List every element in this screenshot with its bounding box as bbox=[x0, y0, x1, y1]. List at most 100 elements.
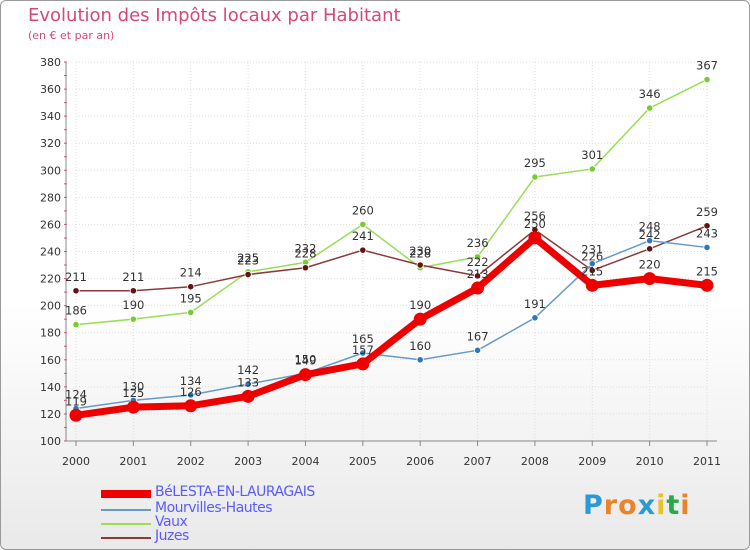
data-label: 230 bbox=[409, 244, 431, 258]
data-label: 126 bbox=[180, 385, 202, 399]
data-label: 211 bbox=[122, 270, 144, 284]
data-label: 191 bbox=[524, 297, 546, 311]
data-point bbox=[588, 260, 596, 268]
data-label: 220 bbox=[639, 258, 661, 272]
y-tick-label: 100 bbox=[40, 435, 61, 448]
y-tick-label: 220 bbox=[40, 273, 61, 286]
data-point bbox=[72, 287, 80, 295]
data-label: 190 bbox=[409, 298, 431, 312]
data-label: 232 bbox=[294, 241, 316, 255]
y-tick-label: 260 bbox=[40, 218, 61, 231]
data-point bbox=[69, 408, 83, 422]
data-label: 167 bbox=[467, 329, 489, 343]
logo-letter: i bbox=[680, 490, 691, 521]
data-point bbox=[703, 222, 711, 230]
data-label: 215 bbox=[696, 264, 718, 278]
data-point bbox=[528, 231, 542, 245]
x-tick-label: 2000 bbox=[62, 455, 90, 468]
data-point bbox=[356, 357, 370, 371]
data-label: 236 bbox=[467, 236, 489, 250]
legend-swatch bbox=[101, 490, 151, 498]
data-label: 133 bbox=[237, 375, 259, 389]
data-label: 243 bbox=[696, 226, 718, 240]
data-point bbox=[359, 349, 367, 357]
data-label: 346 bbox=[639, 87, 661, 101]
y-tick-label: 120 bbox=[40, 408, 61, 421]
data-label: 142 bbox=[237, 363, 259, 377]
data-point bbox=[301, 264, 310, 272]
data-point bbox=[244, 270, 252, 279]
data-point bbox=[473, 346, 482, 354]
y-tick-label: 200 bbox=[40, 300, 61, 313]
data-label: 195 bbox=[180, 291, 202, 305]
data-label: 124 bbox=[65, 388, 87, 402]
data-point bbox=[359, 220, 367, 229]
data-label: 231 bbox=[581, 243, 603, 257]
data-label: 119 bbox=[65, 394, 87, 408]
x-tick-label: 2007 bbox=[464, 455, 492, 468]
data-label: 241 bbox=[352, 229, 374, 243]
data-point bbox=[187, 391, 195, 399]
proxiti-logo: Proxiti bbox=[583, 490, 691, 521]
x-tick-label: 2003 bbox=[234, 455, 262, 468]
data-point bbox=[416, 261, 424, 269]
y-tick-label: 380 bbox=[40, 56, 61, 69]
data-label: 223 bbox=[237, 254, 259, 268]
data-label: 222 bbox=[467, 255, 489, 269]
legend-label: Mourvilles-Hautes bbox=[155, 500, 273, 516]
y-tick-label: 340 bbox=[40, 110, 61, 123]
data-point bbox=[703, 243, 711, 252]
data-label: 130 bbox=[122, 379, 144, 393]
data-point bbox=[473, 253, 482, 261]
data-label: 157 bbox=[352, 343, 374, 357]
data-point bbox=[646, 245, 654, 253]
data-point bbox=[298, 368, 312, 382]
x-tick-label: 2009 bbox=[578, 455, 606, 468]
data-point bbox=[643, 272, 657, 286]
data-label: 242 bbox=[639, 228, 661, 242]
data-point bbox=[703, 75, 711, 84]
data-point bbox=[241, 389, 255, 403]
data-point bbox=[126, 400, 140, 414]
data-label: 225 bbox=[237, 251, 259, 265]
logo-letter: r bbox=[603, 490, 619, 521]
data-label: 215 bbox=[581, 264, 603, 278]
x-tick-label: 2008 bbox=[521, 455, 549, 468]
y-tick-label: 300 bbox=[40, 164, 61, 177]
data-point bbox=[413, 312, 427, 326]
y-tick-label: 160 bbox=[40, 354, 61, 367]
data-point bbox=[187, 308, 195, 317]
data-point bbox=[129, 287, 137, 295]
data-point bbox=[700, 278, 714, 292]
data-label: 165 bbox=[352, 332, 374, 346]
x-tick-label: 2004 bbox=[291, 455, 319, 468]
legend-swatch bbox=[101, 537, 151, 539]
data-point bbox=[359, 246, 367, 254]
data-label: 134 bbox=[180, 374, 202, 388]
series-line bbox=[75, 239, 708, 410]
data-label: 250 bbox=[524, 217, 546, 231]
y-tick-label: 320 bbox=[40, 137, 61, 150]
y-tick-label: 180 bbox=[40, 327, 61, 340]
x-tick-label: 2002 bbox=[177, 455, 205, 468]
legend-swatch bbox=[101, 523, 151, 525]
data-point bbox=[184, 399, 198, 413]
data-label: 228 bbox=[294, 247, 316, 261]
data-label: 256 bbox=[524, 209, 546, 223]
chart-subtitle: (en € et par an) bbox=[28, 29, 115, 42]
data-point bbox=[585, 278, 599, 292]
data-label: 226 bbox=[581, 249, 603, 263]
logo-letter: t bbox=[666, 490, 681, 521]
data-label: 211 bbox=[65, 270, 87, 284]
y-tick-label: 360 bbox=[40, 83, 61, 96]
legend-label: Vaux bbox=[155, 514, 188, 530]
logo-letter: x bbox=[637, 490, 657, 521]
legend-label: BéLESTA-EN-LAURAGAIS bbox=[155, 484, 315, 500]
data-label: 248 bbox=[639, 220, 661, 234]
x-tick-label: 2011 bbox=[693, 455, 721, 468]
data-point bbox=[588, 165, 596, 173]
data-label: 190 bbox=[122, 298, 144, 312]
data-point bbox=[646, 237, 654, 245]
series-line bbox=[75, 78, 708, 326]
data-point bbox=[187, 283, 195, 291]
